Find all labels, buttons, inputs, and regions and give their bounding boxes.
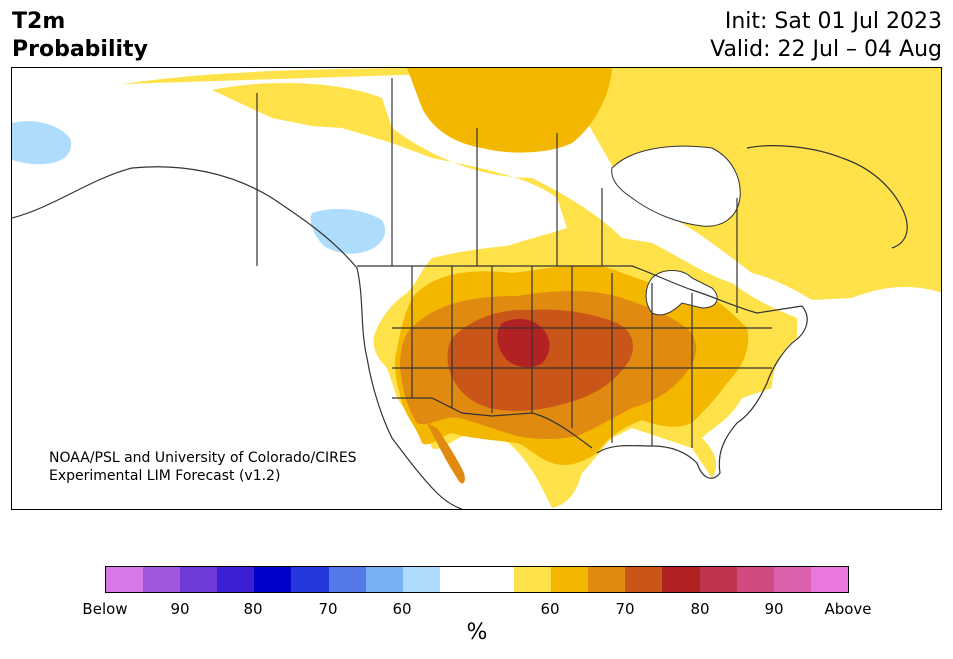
colorbar <box>105 566 849 593</box>
colorbar-swatch <box>476 567 515 592</box>
tick-above-90: 90 <box>764 600 784 618</box>
tick-above-80: 80 <box>690 600 710 618</box>
canada-provinces <box>256 78 738 313</box>
region-above-50-60-east <box>552 68 941 300</box>
west-coastline <box>12 166 463 509</box>
init-date: Init: Sat 01 Jul 2023 <box>724 9 942 34</box>
region-below-bc <box>310 208 386 254</box>
colorbar-swatch <box>402 567 440 592</box>
great-lakes <box>645 270 718 316</box>
product-label: Probability <box>12 37 148 62</box>
variable-label: T2m <box>12 9 66 34</box>
credit-line-2: Experimental LIM Forecast (v1.2) <box>49 468 281 484</box>
colorbar-swatch <box>143 567 181 592</box>
region-below-alaska <box>12 121 72 165</box>
hudson-bay <box>611 145 741 227</box>
tick-above-60: 60 <box>540 600 560 618</box>
credit-line-1: NOAA/PSL and University of Colorado/CIRE… <box>49 450 357 466</box>
map-title: T2m Probability <box>12 8 148 64</box>
colorbar-swatch <box>328 567 366 592</box>
us-mexico-border <box>392 397 593 449</box>
us-canada-border <box>357 265 803 314</box>
tick-below-60: 60 <box>392 600 412 618</box>
map-panel <box>11 67 942 510</box>
colorbar-swatch <box>773 567 811 592</box>
tick-below: Below <box>82 600 128 618</box>
unit-label: % <box>466 620 488 645</box>
boundaries <box>12 78 908 509</box>
colorbar-swatch <box>217 567 255 592</box>
region-above-baja <box>427 423 465 484</box>
colorbar-swatch <box>291 567 329 592</box>
colorbar-swatch <box>365 567 403 592</box>
region-above-90 <box>497 318 550 368</box>
colorbar-swatch <box>662 567 700 592</box>
region-above-60-70-north <box>407 68 612 153</box>
colorbar-swatch <box>625 567 663 592</box>
tick-below-70: 70 <box>318 600 338 618</box>
colorbar-swatch <box>106 567 144 592</box>
greenland-coast <box>746 145 908 249</box>
forecast-map <box>12 68 941 509</box>
colorbar-swatch <box>699 567 737 592</box>
colorbar-swatch <box>736 567 774 592</box>
credit-text: NOAA/PSL and University of Colorado/CIRE… <box>49 449 357 485</box>
east-coastline <box>596 305 808 479</box>
colorbar-swatch <box>588 567 626 592</box>
us-states <box>392 266 772 448</box>
colorbar-swatch <box>180 567 218 592</box>
tick-above: Above <box>824 600 872 618</box>
colorbar-swatch <box>551 567 589 592</box>
colorbar-swatch <box>514 567 552 592</box>
date-info: Init: Sat 01 Jul 2023 Valid: 22 Jul – 04… <box>710 8 942 64</box>
tick-below-80: 80 <box>243 600 263 618</box>
tick-below-90: 90 <box>170 600 190 618</box>
colorbar-swatch <box>810 567 848 592</box>
colorbar-swatch <box>439 567 477 592</box>
colorbar-swatch <box>254 567 292 592</box>
valid-range: Valid: 22 Jul – 04 Aug <box>710 37 942 62</box>
tick-above-70: 70 <box>615 600 635 618</box>
